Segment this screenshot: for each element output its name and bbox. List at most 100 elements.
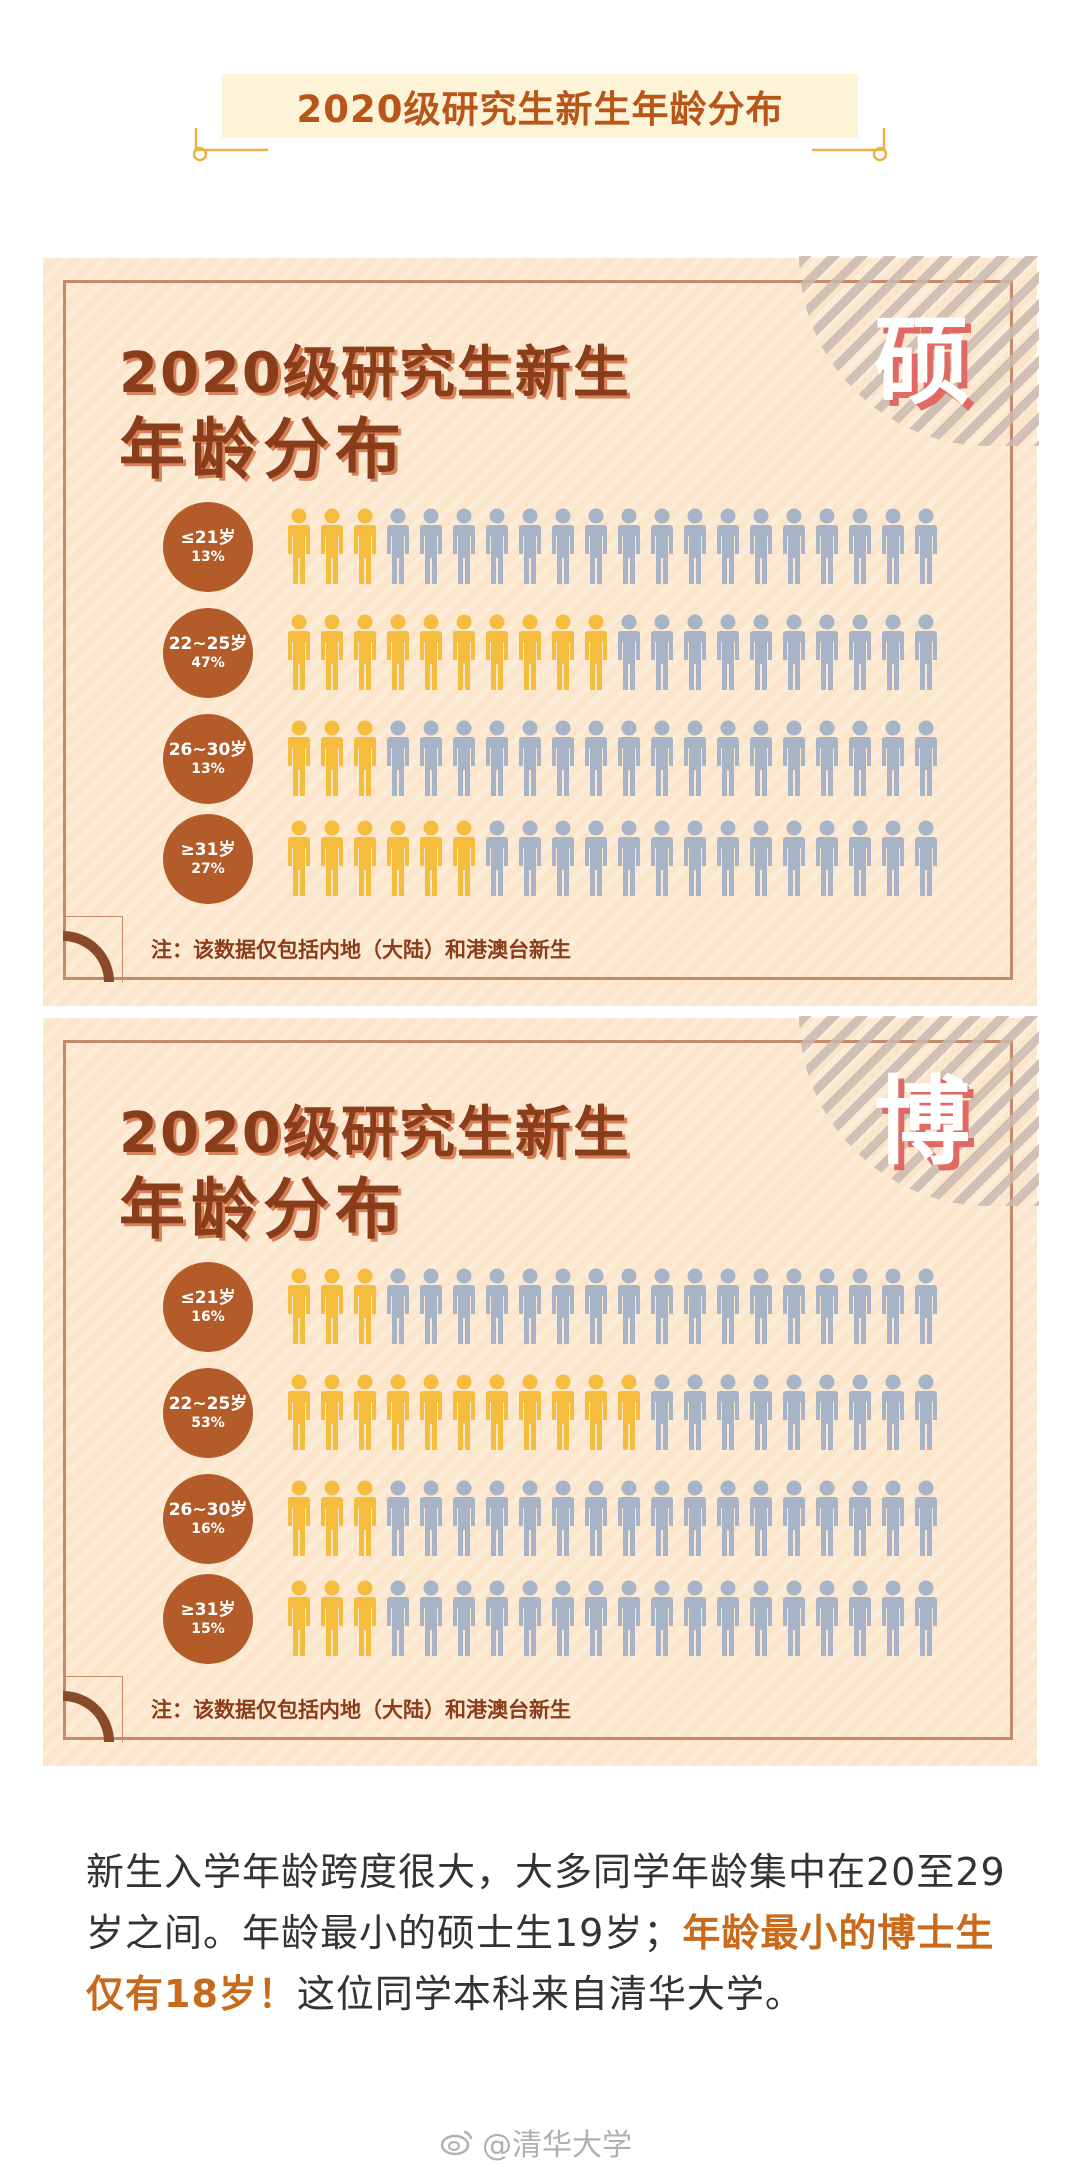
age-percent: 15% xyxy=(191,1620,225,1637)
person-icon xyxy=(552,1480,574,1556)
age-circle: ≤21岁 16% xyxy=(163,1262,253,1352)
age-circle: ≤21岁 13% xyxy=(163,502,253,592)
person-icon-highlighted xyxy=(453,1374,475,1450)
person-icon xyxy=(453,508,475,584)
person-icon xyxy=(618,1480,640,1556)
person-icon xyxy=(387,1268,409,1344)
person-icon-highlighted xyxy=(486,614,508,690)
person-icon xyxy=(651,1480,673,1556)
paragraph-text: 新生入学年龄跨度很大，大多同学年龄集中在20至29岁之间。年龄最小的硕士生19岁… xyxy=(86,1850,1006,1955)
person-icon xyxy=(585,820,607,896)
person-icon xyxy=(816,820,838,896)
person-icon xyxy=(519,1268,541,1344)
age-row: ≤21岁 16% xyxy=(163,1262,983,1352)
watermark: @清华大学 xyxy=(440,2120,632,2164)
corner-arc-ornament xyxy=(63,1676,123,1742)
person-icon-highlighted xyxy=(354,1580,376,1656)
age-row: 22~25岁 53% xyxy=(163,1368,983,1458)
corner-arc-ornament xyxy=(63,916,123,982)
person-icon xyxy=(519,720,541,796)
person-icon xyxy=(585,1480,607,1556)
age-percent: 16% xyxy=(191,1308,225,1325)
person-icon-highlighted xyxy=(453,614,475,690)
person-icon-highlighted xyxy=(387,820,409,896)
watermark-text: @清华大学 xyxy=(482,2128,632,2163)
person-icon xyxy=(750,720,772,796)
person-icon-highlighted xyxy=(387,1374,409,1450)
paragraph-text-end: 这位同学本科来自清华大学。 xyxy=(296,1972,804,2016)
person-icon xyxy=(783,820,805,896)
person-icon xyxy=(750,820,772,896)
person-icon xyxy=(882,1374,904,1450)
person-icon-highlighted xyxy=(354,614,376,690)
card-title-line1: 2020级研究生新生 xyxy=(119,1101,631,1166)
person-icon xyxy=(915,720,937,796)
person-icon-highlighted xyxy=(420,820,442,896)
person-icon xyxy=(717,1580,739,1656)
person-icon xyxy=(486,820,508,896)
person-icon xyxy=(552,1580,574,1656)
person-icon-row xyxy=(288,508,937,584)
person-icon xyxy=(717,1268,739,1344)
age-circle: ≥31岁 15% xyxy=(163,1574,253,1664)
person-icon xyxy=(684,614,706,690)
person-icon xyxy=(651,508,673,584)
age-percent: 16% xyxy=(191,1520,225,1537)
person-icon-highlighted xyxy=(321,508,343,584)
person-icon xyxy=(750,1580,772,1656)
person-icon xyxy=(882,720,904,796)
person-icon-row xyxy=(288,820,937,896)
person-icon xyxy=(816,1268,838,1344)
person-icon-highlighted xyxy=(486,1374,508,1450)
person-icon xyxy=(420,1580,442,1656)
person-icon xyxy=(882,820,904,896)
person-icon xyxy=(486,1580,508,1656)
age-percent: 13% xyxy=(191,548,225,565)
person-icon-row xyxy=(288,720,937,796)
age-row: ≥31岁 15% xyxy=(163,1574,983,1664)
chart-note: 注：该数据仅包括内地（大陆）和港澳台新生 xyxy=(151,937,571,962)
person-icon xyxy=(849,1580,871,1656)
header-ornament xyxy=(192,128,888,162)
person-icon xyxy=(618,820,640,896)
age-percent: 27% xyxy=(191,860,225,877)
age-label: 26~30岁 xyxy=(168,1500,248,1521)
person-icon xyxy=(849,614,871,690)
age-percent: 53% xyxy=(191,1414,225,1431)
person-icon-highlighted xyxy=(321,1580,343,1656)
age-row: 22~25岁 47% xyxy=(163,608,983,698)
person-icon-highlighted xyxy=(321,820,343,896)
person-icon xyxy=(882,1580,904,1656)
person-icon-highlighted xyxy=(552,614,574,690)
person-icon xyxy=(486,508,508,584)
person-icon xyxy=(453,720,475,796)
person-icon xyxy=(486,1268,508,1344)
person-icon-highlighted xyxy=(288,1268,310,1344)
person-icon xyxy=(486,720,508,796)
person-icon-highlighted xyxy=(354,508,376,584)
person-icon-highlighted xyxy=(354,720,376,796)
age-circle: 26~30岁 16% xyxy=(163,1474,253,1564)
age-row: 26~30岁 16% xyxy=(163,1474,983,1564)
badge-char: 硕 xyxy=(874,305,970,418)
person-icon xyxy=(882,508,904,584)
person-icon xyxy=(552,820,574,896)
age-label: ≤21岁 xyxy=(180,528,236,549)
person-icon-highlighted xyxy=(288,508,310,584)
person-icon-highlighted xyxy=(321,1480,343,1556)
person-icon xyxy=(585,1580,607,1656)
person-icon-highlighted xyxy=(552,1374,574,1450)
person-icon xyxy=(618,720,640,796)
card-title-line2: 年龄分布 xyxy=(119,411,407,488)
card-title-line2: 年龄分布 xyxy=(119,1171,407,1248)
person-icon-row xyxy=(288,1374,937,1450)
person-icon xyxy=(882,1480,904,1556)
person-icon-highlighted xyxy=(354,1374,376,1450)
person-icon-row xyxy=(288,1268,937,1344)
person-icon xyxy=(684,508,706,584)
paragraph-highlight: 年龄最小的博士生仅有18岁！ xyxy=(86,1911,995,2016)
person-icon-highlighted xyxy=(585,614,607,690)
person-icon-row xyxy=(288,614,937,690)
person-icon xyxy=(684,820,706,896)
person-icon xyxy=(816,720,838,796)
